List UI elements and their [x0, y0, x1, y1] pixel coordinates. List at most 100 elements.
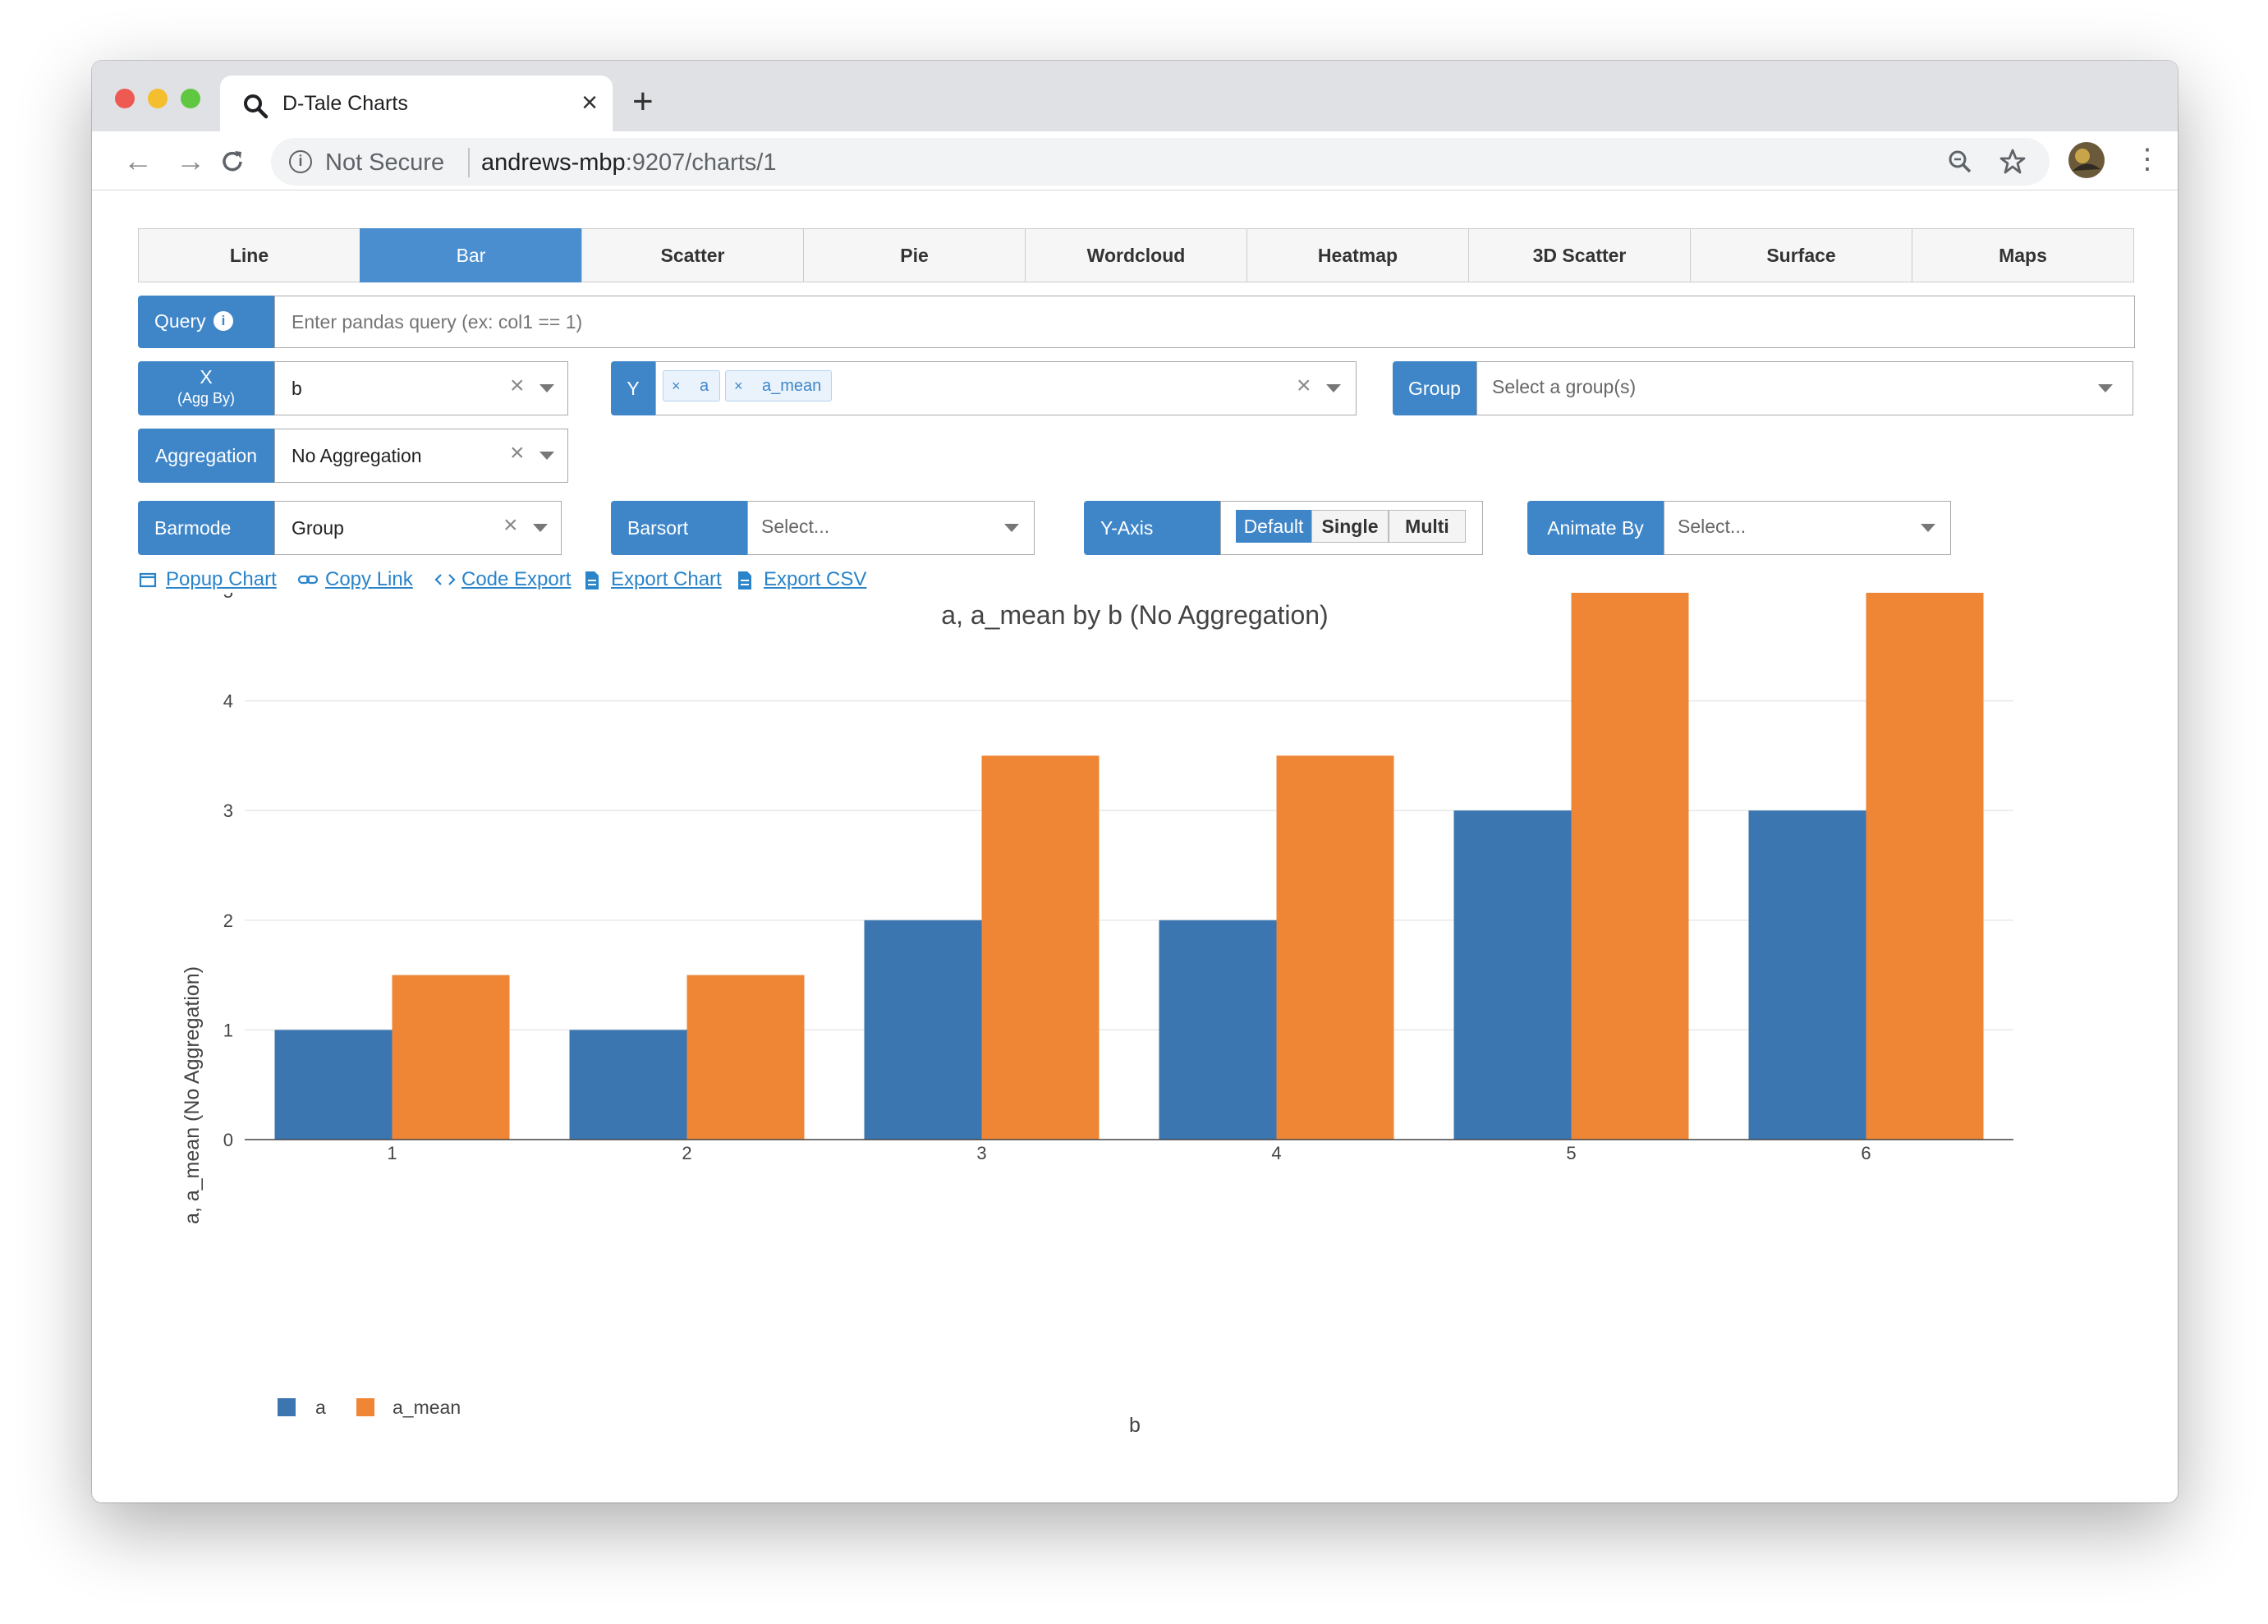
group-placeholder: Select a group(s) — [1492, 376, 1637, 397]
tab-pie[interactable]: Pie — [803, 228, 1026, 282]
barmode-clear-icon[interactable]: × — [503, 512, 518, 539]
bar-a_mean-3[interactable] — [981, 755, 1100, 1140]
yaxis-multi-toggle[interactable]: Multi — [1389, 510, 1466, 543]
address-bar[interactable]: i Not Secure andrews-mbp:9207/charts/1 — [271, 138, 2050, 186]
chart-legend: a a_mean — [278, 1397, 461, 1418]
aggregation-clear-icon[interactable]: × — [510, 439, 525, 466]
bar-a_mean-2[interactable] — [686, 975, 805, 1140]
bar-a_mean-1[interactable] — [392, 975, 510, 1140]
url-path: :9207/charts/1 — [625, 149, 777, 176]
chevron-down-icon[interactable] — [539, 384, 554, 392]
tab-scatter[interactable]: Scatter — [581, 228, 804, 282]
yaxis-label: Y-Axis — [1084, 501, 1220, 555]
browser-window: D-Tale Charts × + ← → i Not Secure andre… — [92, 61, 2178, 1502]
chip-remove-icon[interactable]: × — [672, 378, 681, 394]
tab-heatmap[interactable]: Heatmap — [1246, 228, 1469, 282]
query-input[interactable] — [274, 296, 2135, 348]
back-arrow-icon[interactable]: ← — [123, 144, 153, 177]
tab-wordcloud[interactable]: Wordcloud — [1025, 228, 1247, 282]
code-export-label: Code Export — [461, 568, 572, 590]
tab-surface[interactable]: Surface — [1690, 228, 1912, 282]
y-multiselect[interactable]: × a × a_mean × — [655, 361, 1357, 415]
x-label: X (Agg By) — [138, 361, 274, 415]
profile-avatar[interactable] — [2068, 141, 2105, 179]
tab-3d-scatter[interactable]: 3D Scatter — [1468, 228, 1691, 282]
chevron-down-icon[interactable] — [2098, 384, 2113, 392]
y-label: Y — [611, 361, 655, 415]
animate-by-select[interactable]: Select... — [1664, 501, 1951, 555]
code-export-link[interactable]: Code Export — [434, 568, 572, 591]
legend-label-a_mean[interactable]: a_mean — [393, 1397, 461, 1418]
chevron-down-icon[interactable] — [539, 452, 554, 460]
chevron-down-icon[interactable] — [1004, 524, 1019, 532]
browser-tab[interactable]: D-Tale Charts × — [220, 76, 613, 133]
legend-swatch-a_mean[interactable] — [356, 1398, 374, 1416]
bar-a-6[interactable] — [1748, 810, 1866, 1140]
bar-a_mean-5[interactable] — [1571, 593, 1689, 1140]
chart-title: a, a_mean by b (No Aggregation) — [941, 600, 1328, 630]
bar-a-4[interactable] — [1159, 920, 1277, 1140]
tab-line[interactable]: Line — [138, 228, 360, 282]
tab-maps[interactable]: Maps — [1912, 228, 2134, 282]
chevron-down-icon[interactable] — [1326, 384, 1341, 392]
chevron-down-icon[interactable] — [1921, 524, 1935, 532]
more-menu-icon[interactable]: ⋮ — [2133, 144, 2161, 175]
x-tick-label: 6 — [1861, 1143, 1871, 1163]
copy-link-link[interactable]: Copy Link — [297, 568, 413, 591]
bookmark-star-icon[interactable] — [1999, 148, 2027, 176]
close-window-button[interactable] — [115, 89, 135, 108]
tab-bar[interactable]: Bar — [360, 228, 582, 282]
export-csv-link[interactable]: Export CSV — [738, 568, 866, 591]
zoom-icon[interactable] — [1946, 148, 1974, 176]
popup-chart-link[interactable]: Popup Chart — [139, 568, 277, 591]
group-label: Group — [1393, 361, 1476, 415]
bar-a_mean-6[interactable] — [1866, 593, 1984, 1140]
forward-arrow-icon[interactable]: → — [176, 144, 205, 177]
y-chip-a: × a — [663, 370, 720, 401]
bar-a_mean-4[interactable] — [1276, 755, 1394, 1140]
tab-title: D-Tale Charts — [282, 92, 408, 115]
y-tick-label: 3 — [223, 801, 233, 821]
barmode-label: Barmode — [138, 501, 274, 555]
yaxis-default-toggle[interactable]: Default — [1236, 510, 1311, 543]
aggregation-select[interactable]: No Aggregation × — [274, 429, 568, 483]
info-icon[interactable]: i — [289, 150, 312, 173]
bar-a-5[interactable] — [1453, 810, 1572, 1140]
legend-label-a[interactable]: a — [315, 1397, 326, 1418]
y-tick-label: 5 — [223, 593, 233, 602]
url-host: andrews-mbp — [481, 149, 626, 176]
barsort-select[interactable]: Select... — [747, 501, 1035, 555]
x-select-value: b — [292, 378, 302, 399]
y-tick-label: 0 — [223, 1130, 233, 1150]
yaxis-toggle-group: Default Single Multi — [1220, 501, 1483, 555]
new-tab-button[interactable]: + — [632, 81, 654, 122]
tab-close-icon[interactable]: × — [581, 87, 598, 118]
chip-label: a_mean — [762, 377, 822, 395]
barmode-select[interactable]: Group × — [274, 501, 562, 555]
x-select[interactable]: b × — [274, 361, 568, 415]
aggregation-value: No Aggregation — [292, 445, 422, 466]
yaxis-single-toggle[interactable]: Single — [1311, 510, 1389, 543]
gridlines — [245, 700, 2013, 1031]
info-icon[interactable]: i — [213, 311, 233, 331]
barsort-placeholder: Select... — [761, 516, 830, 537]
x-label-subtext: (Agg By) — [177, 390, 236, 406]
popup-window-icon — [139, 572, 157, 588]
minimize-window-button[interactable] — [148, 89, 168, 108]
y-clear-icon[interactable]: × — [1297, 372, 1311, 399]
reload-icon[interactable] — [218, 148, 246, 176]
bar-a-1[interactable] — [274, 1030, 393, 1140]
group-select[interactable]: Select a group(s) — [1476, 361, 2133, 415]
chevron-down-icon[interactable] — [533, 524, 548, 532]
legend-swatch-a[interactable] — [278, 1398, 296, 1416]
csv-file-icon — [738, 571, 751, 590]
chip-remove-icon[interactable]: × — [734, 378, 743, 394]
query-label-text: Query — [154, 310, 206, 332]
export-chart-link[interactable]: Export Chart — [585, 568, 722, 591]
animate-by-placeholder: Select... — [1678, 516, 1747, 537]
bar-a-2[interactable] — [569, 1030, 687, 1140]
maximize-window-button[interactable] — [181, 89, 200, 108]
x-clear-icon[interactable]: × — [510, 372, 525, 399]
bar-a-3[interactable] — [864, 920, 982, 1140]
barmode-value: Group — [292, 517, 344, 539]
